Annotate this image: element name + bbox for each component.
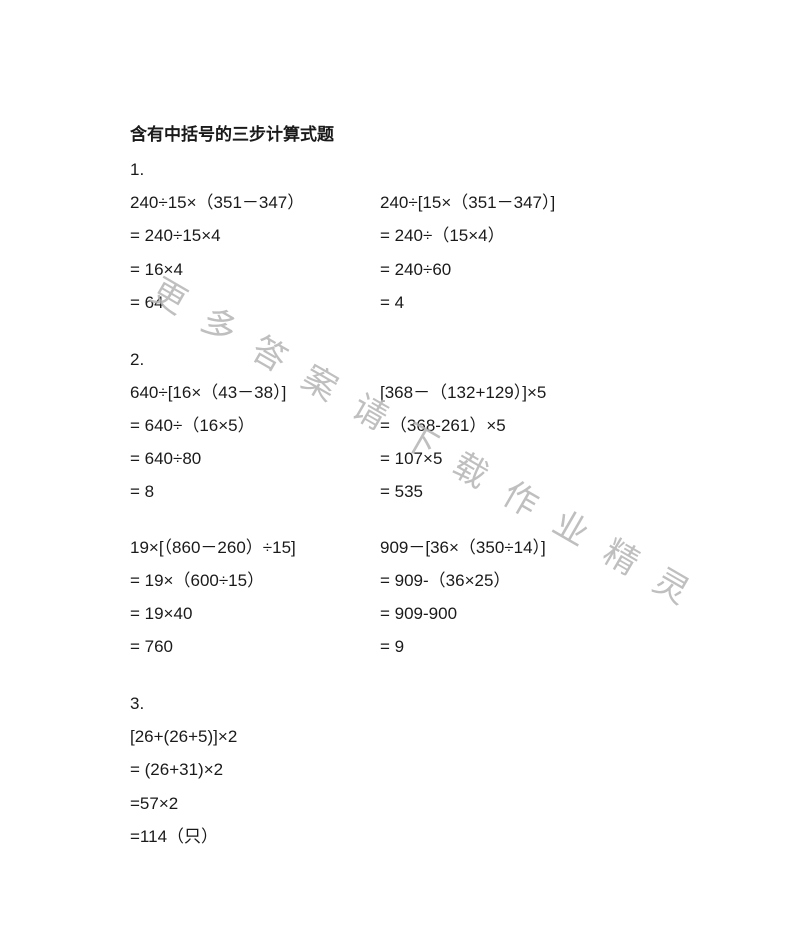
expr: = 760 [130,630,380,663]
expr: 240÷15×（351－347） [130,186,380,219]
expr: = 240÷60 [380,253,670,286]
spacer [130,663,670,685]
problem-number: 1. [130,153,670,186]
expr: 240÷[15×（351－347）] [380,186,670,219]
problem-number: 3. [130,687,670,720]
spacer [130,319,670,341]
col-right: [368－（132+129）]×5 =（368-261）×5 = 107×5 =… [380,376,670,509]
expr: [368－（132+129）]×5 [380,376,670,409]
expr: = 640÷（16×5） [130,409,380,442]
expr: =114（只） [130,820,670,853]
col-left: 19×[（860－260）÷15] = 19×（600÷15） = 19×40 … [130,531,380,664]
col-right: 240÷[15×（351－347）] = 240÷（15×4） = 240÷60… [380,186,670,319]
problem-row: 240÷15×（351－347） = 240÷15×4 = 16×4 = 64 … [130,186,670,319]
col-right: 909－[36×（350÷14）] = 909-（36×25） = 909-90… [380,531,670,664]
expr: =（368-261）×5 [380,409,670,442]
expr: = 909-900 [380,597,670,630]
problem-number: 2. [130,343,670,376]
expr: = 19×40 [130,597,380,630]
expr: 19×[（860－260）÷15] [130,531,380,564]
problem-row: 19×[（860－260）÷15] = 19×（600÷15） = 19×40 … [130,531,670,664]
expr: 640÷[16×（43－38）] [130,376,380,409]
expr: = 8 [130,475,380,508]
col-left: 240÷15×（351－347） = 240÷15×4 = 16×4 = 64 [130,186,380,319]
expr: = 19×（600÷15） [130,564,380,597]
expr: =57×2 [130,787,670,820]
problem-row: 640÷[16×（43－38）] = 640÷（16×5） = 640÷80 =… [130,376,670,509]
expr: = (26+31)×2 [130,753,670,786]
col-left: 640÷[16×（43－38）] = 640÷（16×5） = 640÷80 =… [130,376,380,509]
expr: [26+(26+5)]×2 [130,720,670,753]
expr: = 240÷15×4 [130,219,380,252]
expr: = 9 [380,630,670,663]
document-content: 含有中括号的三步计算式题 1. 240÷15×（351－347） = 240÷1… [0,0,800,853]
expr: 909－[36×（350÷14）] [380,531,670,564]
spacer [130,509,670,531]
expr: = 909-（36×25） [380,564,670,597]
expr: = 240÷（15×4） [380,219,670,252]
expr: = 640÷80 [130,442,380,475]
expr: = 535 [380,475,670,508]
page-title: 含有中括号的三步计算式题 [130,118,670,151]
expr: = 107×5 [380,442,670,475]
expr: = 16×4 [130,253,380,286]
expr: = 4 [380,286,670,319]
expr: = 64 [130,286,380,319]
